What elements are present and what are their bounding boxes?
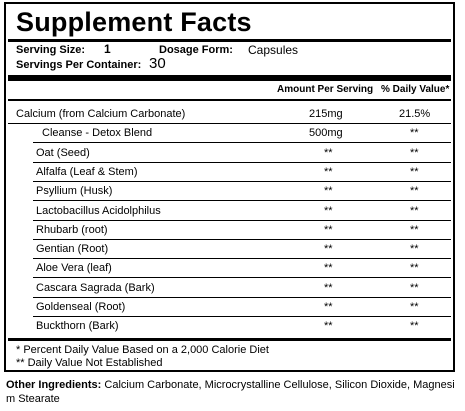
nutrient-daily-value: 21.5% — [399, 108, 431, 120]
nutrient-daily-value: ** — [410, 243, 419, 256]
dosage-form-label: Dosage Form: — [159, 44, 233, 56]
row-divider — [33, 316, 451, 317]
nutrient-amount: ** — [324, 146, 333, 159]
table-row: Calcium (from Calcium Carbonate) 215mg 21.… — [6, 104, 453, 124]
other-ingredients: Other Ingredients: Calcium Carbonate, Mi… — [6, 378, 458, 406]
table-row: Alfalfa (Leaf & Stem) ** ** — [6, 162, 453, 182]
servings-per-container-label: Servings Per Container: — [16, 59, 142, 71]
nutrient-daily-value: ** — [410, 281, 419, 294]
nutrient-name: Cleanse - Detox Blend — [42, 127, 153, 140]
row-divider — [33, 200, 451, 202]
nutrient-name: Calcium (from Calcium Carbonate) — [16, 108, 186, 120]
table-row: Aloe Vera (leaf) ** ** — [6, 258, 453, 279]
nutrient-name: Gentian (Root) — [36, 243, 109, 256]
footer-divider — [8, 338, 451, 341]
nutrient-name: Goldenseal (Root) — [36, 301, 126, 313]
nutrient-daily-value: ** — [410, 262, 419, 275]
table-row: Cascara Sagrada (Bark) ** ** — [6, 278, 453, 298]
nutrient-amount: 215mg — [309, 108, 343, 120]
table-row: Gentian (Root) ** ** — [6, 239, 453, 260]
other-ingredients-text: Calcium Carbonate, Microcrystalline Cell… — [6, 379, 455, 405]
row-divider — [33, 277, 451, 279]
footnote-not-established: ** Daily Value Not Established — [16, 357, 163, 369]
dosage-form-value: Capsules — [248, 43, 299, 57]
serving-size-label: Serving Size: — [16, 44, 86, 56]
nutrient-daily-value: ** — [410, 223, 419, 236]
nutrient-amount: ** — [324, 165, 333, 178]
row-divider — [33, 219, 451, 221]
serving-size-value: 1 — [104, 42, 111, 56]
table-row: Cleanse - Detox Blend 500mg ** — [6, 123, 453, 144]
nutrient-name: Alfalfa (Leaf & Stem) — [36, 165, 138, 178]
row-divider — [33, 142, 451, 144]
table-row: Buckthorn (Bark) ** ** — [6, 316, 453, 336]
nutrient-daily-value: ** — [410, 301, 419, 313]
nutrient-amount: ** — [324, 301, 333, 313]
nutrient-name: Cascara Sagrada (Bark) — [36, 281, 155, 294]
table-row: Lactobacillus Acidolphilus ** ** — [6, 201, 453, 221]
nutrient-amount: 500mg — [309, 127, 343, 140]
other-ingredients-label: Other Ingredients: — [6, 379, 102, 391]
nutrient-name: Psyllium (Husk) — [36, 185, 113, 198]
panel-title: Supplement Facts — [16, 7, 252, 37]
nutrient-name: Rhubarb (root) — [36, 223, 108, 236]
nutrient-daily-value: ** — [410, 320, 419, 333]
nutrient-amount: ** — [324, 204, 333, 217]
title-divider — [8, 39, 451, 42]
dv-column-header: % Daily Value* — [381, 84, 450, 95]
nutrient-name: Lactobacillus Acidolphilus — [36, 204, 161, 217]
nutrient-amount: ** — [324, 262, 333, 275]
nutrient-daily-value: ** — [410, 146, 419, 159]
nutrient-daily-value: ** — [410, 185, 419, 198]
servings-per-container-value: 30 — [149, 55, 166, 72]
row-divider — [8, 123, 451, 124]
table-row: Oat (Seed) ** ** — [6, 143, 453, 163]
nutrient-daily-value: ** — [410, 127, 419, 140]
nutrient-amount: ** — [324, 243, 333, 256]
nutrient-daily-value: ** — [410, 204, 419, 217]
table-row: Rhubarb (root) ** ** — [6, 220, 453, 240]
table-row: Psyllium (Husk) ** ** — [6, 181, 453, 202]
table-row: Goldenseal (Root) ** ** — [6, 297, 453, 317]
nutrient-amount: ** — [324, 223, 333, 236]
footnote-daily-value: * Percent Daily Value Based on a 2,000 C… — [16, 344, 269, 356]
supplement-facts-panel: Supplement Facts Serving Size: 1 Dosage … — [4, 2, 455, 372]
row-divider — [33, 161, 451, 163]
amount-column-header: Amount Per Serving — [277, 84, 374, 95]
row-divider — [33, 258, 451, 260]
row-divider — [33, 180, 451, 182]
row-divider — [33, 238, 451, 240]
nutrient-daily-value: ** — [410, 165, 419, 178]
nutrient-name: Oat (Seed) — [36, 146, 90, 159]
nutrient-name: Buckthorn (Bark) — [36, 320, 119, 333]
row-divider — [33, 296, 451, 298]
nutrient-amount: ** — [324, 320, 333, 333]
nutrient-name: Aloe Vera (leaf) — [36, 262, 112, 275]
serving-divider — [8, 75, 451, 81]
header-divider — [8, 99, 451, 101]
nutrient-amount: ** — [324, 185, 333, 198]
nutrient-amount: ** — [324, 281, 333, 294]
